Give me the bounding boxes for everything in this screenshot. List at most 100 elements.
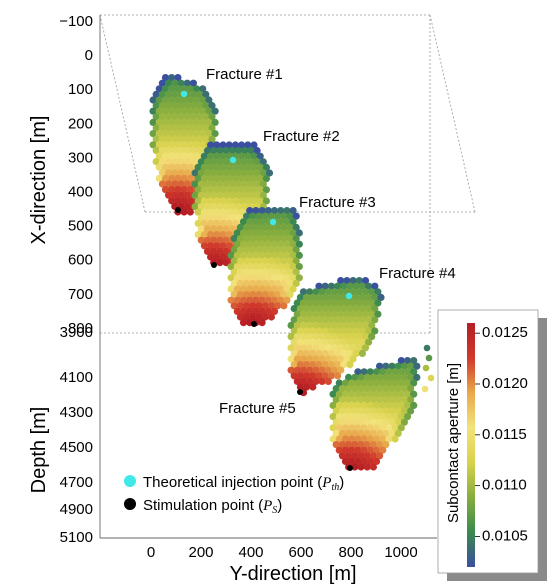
fracture-4-point-38 bbox=[358, 293, 366, 301]
fracture-2-point-42 bbox=[219, 163, 227, 171]
fracture-1-point-83 bbox=[183, 124, 191, 132]
fracture-4-point-179 bbox=[293, 355, 301, 363]
fracture-3-point-89 bbox=[283, 251, 291, 259]
fracture-5-point-110 bbox=[400, 407, 408, 415]
fracture-4-point-165 bbox=[361, 344, 370, 352]
fracture-3-point-168 bbox=[280, 291, 288, 299]
fracture-1-point-183 bbox=[168, 186, 176, 194]
fracture-5-point-167 bbox=[372, 435, 381, 443]
fracture-2-point-18 bbox=[207, 152, 215, 160]
fracture-3-point-75 bbox=[267, 246, 275, 254]
fracture-1-point-121 bbox=[158, 146, 166, 154]
fracture-4-point-90 bbox=[327, 316, 335, 324]
fracture-4-point-163 bbox=[349, 344, 357, 352]
fracture-1-point-166 bbox=[155, 174, 163, 182]
fracture-4-point-57 bbox=[296, 305, 304, 313]
fracture-5-point-57 bbox=[407, 385, 415, 393]
fracture-3-point-199 bbox=[255, 313, 263, 321]
fracture-3-point-82 bbox=[239, 251, 248, 259]
fracture-1-point-143 bbox=[177, 158, 185, 166]
fracture-5-tail-point-3 bbox=[427, 374, 435, 382]
fracture-4-point-118 bbox=[327, 327, 335, 335]
fracture-4-point-93 bbox=[346, 316, 354, 324]
fracture-4-stimulation-point bbox=[297, 389, 303, 395]
fracture-2-point-77 bbox=[203, 180, 212, 188]
fracture-3-point-74 bbox=[261, 246, 269, 254]
fracture-3-point-121 bbox=[267, 268, 275, 276]
fracture-4-point-107 bbox=[343, 321, 351, 329]
depth-tick-6: 5100 bbox=[60, 529, 93, 546]
fracture-2-point-209 bbox=[216, 247, 224, 255]
fracture-4-point-158 bbox=[318, 344, 326, 352]
fracture-4-point-139 bbox=[368, 333, 376, 341]
fracture-3-point-96 bbox=[255, 257, 263, 265]
fracture-5-point-97 bbox=[403, 401, 412, 409]
fracture-4-point-174 bbox=[340, 349, 348, 357]
fracture-3-point-60 bbox=[246, 240, 254, 248]
fracture-1-point-99 bbox=[152, 135, 160, 143]
colorbar-tick-2: 0.0115 bbox=[482, 426, 527, 443]
fracture-2-injection-point bbox=[229, 156, 237, 164]
fracture-4-point-98 bbox=[287, 321, 295, 329]
depth-tick-4: 4700 bbox=[60, 474, 93, 491]
depth-tick-1: 4100 bbox=[60, 369, 93, 386]
fracture-5-point-204 bbox=[363, 463, 371, 471]
fracture-1-point-4 bbox=[165, 79, 173, 87]
fracture-3-point-57 bbox=[292, 235, 300, 243]
fracture-4-point-0 bbox=[337, 277, 345, 285]
fracture-4-point-135 bbox=[343, 333, 351, 341]
fracture-2-point-54 bbox=[216, 169, 224, 177]
fracture-3-point-200 bbox=[261, 313, 269, 321]
fracture-3-point-116 bbox=[236, 268, 244, 276]
fracture-1-point-75 bbox=[199, 118, 207, 126]
fracture-2-stimulation-point bbox=[211, 262, 217, 268]
fracture-1-point-158 bbox=[158, 169, 166, 177]
fracture-2-point-34 bbox=[241, 158, 249, 166]
fracture-5-point-16 bbox=[391, 368, 399, 376]
fracture-4-point-160 bbox=[330, 344, 339, 352]
fracture-5-point-103 bbox=[357, 407, 365, 415]
fracture-2-point-62 bbox=[265, 169, 274, 177]
fracture-3-point-56 bbox=[286, 235, 294, 243]
fracture-5-point-151 bbox=[345, 429, 353, 437]
fracture-5-point-47 bbox=[345, 385, 353, 393]
fracture-5-point-195 bbox=[341, 457, 350, 465]
fracture-4-point-156 bbox=[306, 344, 314, 352]
fracture-4-point-137 bbox=[355, 333, 363, 341]
fracture-2-point-10 bbox=[216, 147, 224, 155]
fracture-2-point-152 bbox=[228, 214, 236, 222]
fracture-5-point-109 bbox=[394, 407, 402, 415]
fracture-4-point-1 bbox=[343, 277, 351, 285]
fracture-5-point-13 bbox=[372, 368, 381, 376]
fracture-1-point-123 bbox=[171, 146, 179, 154]
fracture-2-point-66 bbox=[213, 175, 221, 183]
fracture-5-tail-point-2 bbox=[422, 364, 430, 372]
fracture-2-point-90 bbox=[213, 186, 221, 194]
fracture-3-point-185 bbox=[261, 302, 269, 310]
fracture-4-point-24 bbox=[355, 288, 363, 296]
fracture-4-point-110 bbox=[361, 321, 370, 329]
fracture-3-point-133 bbox=[270, 274, 279, 282]
fracture-1-point-42 bbox=[189, 102, 197, 110]
fracture-5-point-144 bbox=[372, 424, 381, 432]
fracture-2-point-47 bbox=[250, 163, 258, 171]
fracture-4-point-88 bbox=[315, 316, 323, 324]
fracture-1-point-108 bbox=[208, 135, 216, 143]
fracture-5-point-134 bbox=[388, 418, 396, 426]
fracture-5-point-136 bbox=[400, 418, 408, 426]
fracture-5-point-92 bbox=[372, 401, 381, 409]
fracture-3-point-109 bbox=[264, 263, 272, 271]
fracture-4-point-40 bbox=[371, 293, 379, 301]
fracture-2-point-57 bbox=[234, 169, 243, 177]
fracture-4-point-125 bbox=[371, 327, 379, 335]
fracture-4-point-27 bbox=[374, 288, 382, 296]
fracture-2-point-221 bbox=[216, 259, 224, 267]
fracture-2-point-56 bbox=[228, 169, 236, 177]
fracture-2-point-49 bbox=[262, 163, 270, 171]
legend-label-stimulation: Stimulation point (PS) bbox=[143, 497, 282, 516]
fracture-5-point-114 bbox=[341, 413, 350, 421]
fracture-5-point-5 bbox=[388, 362, 396, 370]
fracture-4-point-89 bbox=[321, 316, 329, 324]
fracture-2-point-179 bbox=[194, 231, 202, 239]
fracture-2-point-207 bbox=[203, 247, 212, 255]
